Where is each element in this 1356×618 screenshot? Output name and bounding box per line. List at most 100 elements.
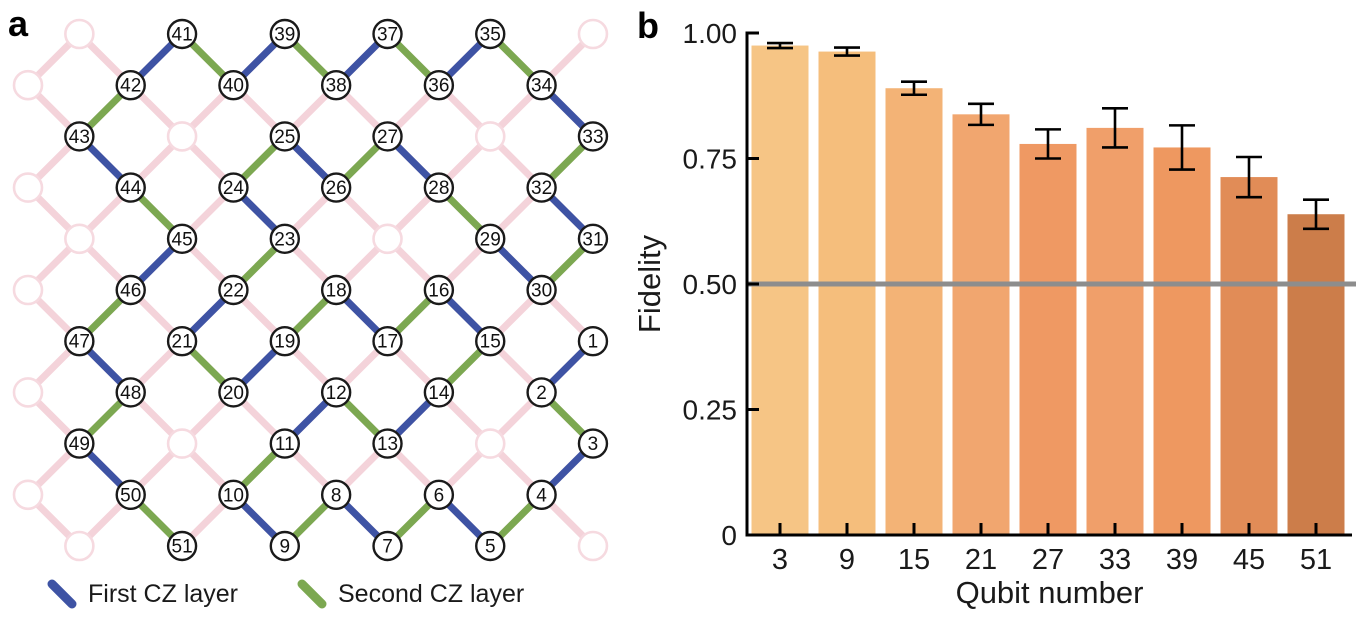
x-tick-label: 3 [772, 544, 788, 576]
unused-qubit-node [64, 18, 95, 50]
qubit-node-31 [577, 223, 609, 255]
qubit-node-30 [526, 274, 557, 306]
qubit-node-10 [218, 479, 249, 510]
qubit-number-label: 32 [531, 178, 552, 199]
qubit-number-label: 21 [172, 332, 193, 353]
legend-second-cz: Second CZ layer [296, 577, 524, 611]
unused-qubit-node [64, 530, 95, 562]
qubit-node-13 [372, 428, 403, 459]
qubit-number-label: 33 [582, 127, 603, 148]
qubit-node-11 [269, 428, 300, 459]
x-tick-label: 21 [965, 544, 997, 576]
qubit-number-label: 36 [428, 76, 449, 97]
qubit-number-label: 8 [331, 485, 342, 506]
unused-qubit-node [12, 377, 44, 408]
qubit-node-12 [320, 377, 352, 408]
qubit-node-23 [269, 223, 300, 255]
qubit-node-37 [372, 18, 403, 50]
qubit-number-label: 18 [326, 281, 347, 302]
qubit-node-25 [269, 121, 300, 152]
qubit-node-33 [577, 121, 609, 152]
fidelity-bar-15 [885, 88, 943, 535]
qubit-node-9 [269, 530, 300, 562]
fidelity-bar-39 [1153, 147, 1211, 535]
qubit-number-label: 19 [274, 332, 295, 353]
qubit-node-39 [269, 18, 300, 50]
first-cz-swatch-icon [47, 579, 77, 609]
qubit-node-14 [423, 377, 455, 408]
qubit-node-41 [166, 18, 198, 50]
qubit-number-label: 12 [326, 383, 347, 404]
fidelity-bar-21 [952, 114, 1010, 535]
qubit-number-label: 46 [120, 281, 141, 302]
qubit-node-7 [372, 530, 403, 562]
qubit-number-label: 26 [326, 178, 347, 199]
qubit-node-45 [166, 223, 198, 255]
qubit-number-label: 39 [274, 25, 295, 46]
qubit-number-label: 50 [120, 485, 141, 506]
y-tick-label: 0.75 [683, 144, 738, 175]
qubit-number-label: 9 [280, 537, 291, 558]
unused-qubit-node [166, 428, 198, 459]
qubit-number-label: 51 [172, 537, 193, 558]
qubit-number-label: 7 [382, 537, 393, 558]
qubit-number-label: 37 [377, 25, 398, 46]
unused-qubit-node [64, 223, 95, 255]
panel-a-label: a [8, 3, 29, 44]
panel-b-label: b [637, 5, 659, 46]
qubit-node-20 [218, 377, 249, 408]
qubit-number-label: 2 [536, 383, 547, 404]
qubit-number-label: 1 [588, 332, 599, 353]
qubit-number-label: 42 [120, 76, 141, 97]
qubit-node-32 [526, 172, 557, 203]
unused-qubit-node [12, 479, 44, 511]
qubit-node-24 [218, 172, 249, 203]
qubit-node-18 [320, 274, 352, 306]
qubit-number-label: 10 [223, 485, 244, 506]
qubit-number-label: 11 [275, 434, 295, 455]
qubit-number-label: 14 [428, 383, 450, 404]
cz-layer-legend: First CZ layer Second CZ layer [46, 577, 524, 611]
qubit-node-42 [115, 69, 146, 101]
qubit-number-label: 45 [172, 229, 193, 250]
qubit-number-label: 44 [120, 178, 142, 199]
qubit-node-38 [320, 69, 352, 101]
unused-qubit-node [577, 530, 609, 562]
qubit-node-3 [577, 428, 609, 459]
qubit-number-label: 41 [172, 25, 193, 46]
qubit-number-label: 49 [69, 434, 90, 455]
unused-qubit-node [372, 223, 403, 255]
qubit-node-16 [423, 274, 455, 306]
qubit-number-label: 24 [223, 178, 245, 199]
qubit-node-27 [372, 121, 403, 152]
qubit-number-label: 30 [531, 281, 552, 302]
qubit-node-26 [320, 172, 352, 203]
legend-first-cz-label: First CZ layer [88, 579, 238, 608]
fidelity-bar-3 [751, 45, 809, 536]
qubit-node-49 [64, 428, 95, 459]
qubit-number-label: 25 [274, 127, 295, 148]
qubit-node-5 [475, 530, 506, 562]
qubit-node-44 [115, 172, 146, 203]
unused-qubit-node [474, 428, 506, 459]
qubit-node-29 [475, 223, 506, 255]
qubit-node-15 [475, 326, 506, 357]
qubit-node-46 [115, 274, 146, 306]
fidelity-bar-33 [1086, 127, 1144, 536]
qubit-node-34 [526, 69, 557, 101]
qubit-node-2 [526, 377, 557, 408]
qubit-number-label: 40 [223, 76, 244, 97]
qubit-node-19 [269, 326, 300, 357]
qubit-node-36 [423, 69, 455, 101]
qubit-number-label: 17 [377, 332, 398, 353]
y-axis-title: Fidelity [632, 234, 667, 333]
qubit-node-1 [577, 326, 609, 357]
qubit-number-label: 27 [377, 127, 398, 148]
qubit-number-label: 31 [582, 229, 603, 250]
x-tick-label: 33 [1099, 544, 1131, 576]
qubit-node-28 [423, 172, 455, 203]
qubit-node-8 [320, 479, 352, 510]
qubit-node-50 [115, 479, 146, 510]
qubit-number-label: 38 [326, 76, 347, 97]
